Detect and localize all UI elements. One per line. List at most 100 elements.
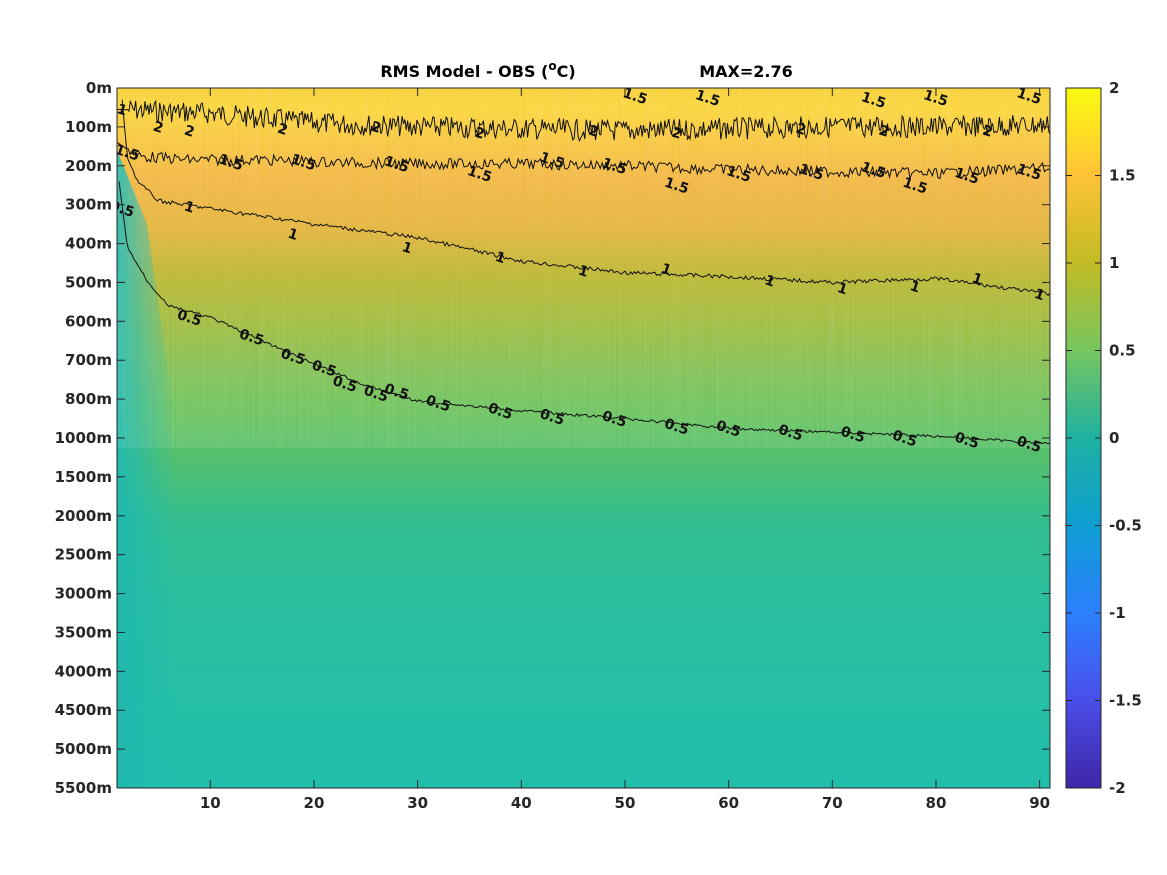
- contour-label: 1.5: [693, 87, 722, 110]
- y-axis: 0m 100m 200m 300m 400m 500m 600m 700m 800m 1000m 1…: [55, 79, 1050, 797]
- contour-label: 2: [980, 123, 994, 141]
- contour-label: 2: [794, 121, 808, 139]
- colorbar-tick-label: -1: [1109, 604, 1126, 622]
- y-tick-label: 200m: [65, 157, 112, 175]
- x-tick-label: 80: [926, 794, 947, 812]
- colorbar-tick-label: 1.5: [1109, 167, 1136, 185]
- y-tick-label: 4500m: [55, 701, 112, 719]
- contour-label: 1: [763, 272, 777, 290]
- colorbar-tick-label: -1.5: [1109, 692, 1142, 710]
- contour-line: [121, 99, 1050, 297]
- contour-label: 0.5: [382, 381, 411, 404]
- contour-label: 2: [586, 123, 600, 141]
- x-tick-label: 20: [304, 794, 325, 812]
- y-tick-label: 3000m: [55, 585, 112, 603]
- contour-label: 1: [400, 239, 414, 257]
- max-annotation: MAX=2.76: [699, 62, 793, 81]
- contour-line: [117, 99, 1050, 143]
- contour-label: 0.5: [175, 307, 204, 330]
- y-tick-label: 600m: [65, 312, 112, 330]
- contour-label: 0.5: [108, 198, 137, 221]
- x-axis: 10 20 30 40 50 60 70 80 90: [200, 88, 1050, 812]
- colorbar-tick-label: 0.5: [1109, 342, 1136, 360]
- contour-label: 0.5: [714, 418, 743, 441]
- contour-label: 1.5: [465, 163, 494, 186]
- contour-label: 0.5: [424, 393, 453, 416]
- contour-label: 1.5: [382, 153, 411, 176]
- contour-label: 1.5: [538, 149, 567, 172]
- y-tick-label: 700m: [65, 351, 112, 369]
- x-tick-label: 40: [511, 794, 532, 812]
- y-tick-label: 500m: [65, 273, 112, 291]
- contour-label: 0.5: [362, 383, 391, 406]
- y-tick-label: 0m: [86, 79, 112, 97]
- contour-label: 1.5: [662, 175, 691, 198]
- contour-label: 0.5: [662, 416, 691, 439]
- x-tick-label: 30: [407, 794, 428, 812]
- x-tick-label: 60: [718, 794, 739, 812]
- contour-label: 0.5: [486, 400, 515, 423]
- contour-label: 2: [182, 123, 196, 141]
- contour-label: 0.5: [600, 408, 629, 431]
- y-tick-label: 300m: [65, 196, 112, 214]
- contour-label: 0.5: [237, 326, 266, 349]
- x-tick-label: 90: [1029, 794, 1050, 812]
- contour-label: 2: [275, 121, 289, 139]
- contour-label: 1.5: [901, 175, 930, 198]
- contour-label: 1.5: [113, 142, 142, 165]
- contour-lines: [117, 99, 1050, 445]
- contour-label: 1: [908, 278, 922, 296]
- colorbar: 2 1.5 1 0.5 0 -0.5 -1 -1.5 -2: [1065, 79, 1142, 797]
- contour-label: 1: [493, 249, 507, 267]
- contour-label: 1: [835, 280, 849, 298]
- colorbar-tick-label: 0: [1109, 429, 1119, 447]
- y-tick-label: 4000m: [55, 662, 112, 680]
- y-tick-label: 5000m: [55, 740, 112, 758]
- chart-title: RMS Model - OBS (oC): [380, 59, 575, 81]
- contour-label: 1.5: [216, 151, 245, 174]
- contour-label: 1.5: [952, 165, 981, 188]
- contour-label: 1: [576, 263, 590, 281]
- contour-label: 0.5: [330, 373, 359, 396]
- colorbar-ticks: 2 1.5 1 0.5 0 -0.5 -1 -1.5 -2: [1066, 79, 1142, 797]
- colorbar-tick-label: -2: [1109, 779, 1126, 797]
- contour-label: 1: [1032, 286, 1046, 304]
- contour-label: 1.5: [1015, 161, 1044, 184]
- contour-label: 0.5: [838, 424, 867, 447]
- contour-line: [117, 141, 1050, 181]
- y-tick-label: 3500m: [55, 623, 112, 641]
- colorbar-tick-label: 1: [1109, 254, 1119, 272]
- contour-label: 1.5: [600, 155, 629, 178]
- contour-label: 2: [369, 119, 383, 137]
- y-tick-label: 1000m: [55, 429, 112, 447]
- contour-label: 1: [286, 226, 300, 244]
- y-tick-label: 5500m: [55, 779, 112, 797]
- contour-label: 0.5: [538, 406, 567, 429]
- x-tick-label: 50: [615, 794, 636, 812]
- contour-label: 0.5: [279, 346, 308, 369]
- contour-label: 1: [659, 261, 673, 279]
- contour-label: 1.5: [859, 89, 888, 112]
- contour-line: [118, 181, 1050, 445]
- contour-label: 1.5: [797, 161, 826, 184]
- colorbar-tick-label: 2: [1109, 79, 1119, 97]
- contour-label: 1.5: [724, 163, 753, 186]
- contour-label: 2: [877, 123, 891, 141]
- contour-label: 0.5: [1015, 433, 1044, 456]
- plot-area: 1.5 1.5 1.5 1.5 1.52 2 2 2 2 2 2 2 2 21.5 1.5 1.5 1.5 1.5…: [108, 87, 1050, 788]
- y-tick-label: 1500m: [55, 468, 112, 486]
- colorbar-tick-label: -0.5: [1109, 517, 1142, 535]
- contour-label: 0.5: [310, 358, 339, 381]
- contour-label: 2: [472, 125, 486, 143]
- contour-label: 0.5: [952, 429, 981, 452]
- contour-label: 1: [115, 101, 129, 119]
- contour-label: 0.5: [890, 428, 919, 451]
- contour-label: 2: [669, 125, 683, 143]
- contour-label: 2: [151, 119, 165, 137]
- y-tick-label: 2000m: [55, 507, 112, 525]
- contour-label: 1: [970, 270, 984, 288]
- y-tick-label: 400m: [65, 235, 112, 253]
- contour-label: 1: [182, 198, 196, 216]
- y-tick-label: 2500m: [55, 546, 112, 564]
- x-tick-label: 70: [822, 794, 843, 812]
